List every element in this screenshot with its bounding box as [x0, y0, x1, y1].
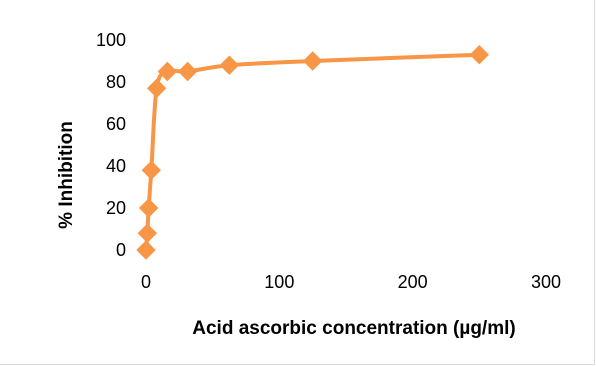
y-tick-label: 100 — [96, 30, 126, 50]
data-point-marker — [219, 55, 240, 75]
data-point-marker — [157, 61, 178, 82]
series — [136, 44, 490, 260]
data-point-marker — [141, 160, 162, 180]
y-tick-label: 60 — [106, 114, 126, 134]
series-line — [144, 52, 482, 252]
y-tick-label: 0 — [116, 240, 126, 260]
data-point-marker — [146, 78, 167, 99]
y-tick-label: 80 — [106, 72, 126, 92]
data-point-marker — [177, 61, 198, 82]
y-tick-label: 40 — [106, 156, 126, 176]
y-tick-label: 20 — [106, 198, 126, 218]
x-tick-label: 0 — [141, 272, 151, 292]
x-tick-label: 100 — [264, 272, 294, 292]
x-axis-title: Acid ascorbic concentration (µg/ml) — [192, 318, 515, 339]
data-point-marker — [138, 198, 159, 218]
data-point-marker — [302, 51, 323, 71]
tick-labels: 0 20 40 60 80 100 0 100 200 300 — [96, 30, 561, 292]
data-point-marker — [136, 240, 156, 260]
x-tick-label: 200 — [398, 272, 428, 292]
data-point-marker — [469, 44, 490, 65]
data-point-marker — [137, 223, 158, 243]
x-tick-label: 300 — [531, 272, 561, 292]
y-axis-title: % Inhibition — [56, 121, 77, 229]
